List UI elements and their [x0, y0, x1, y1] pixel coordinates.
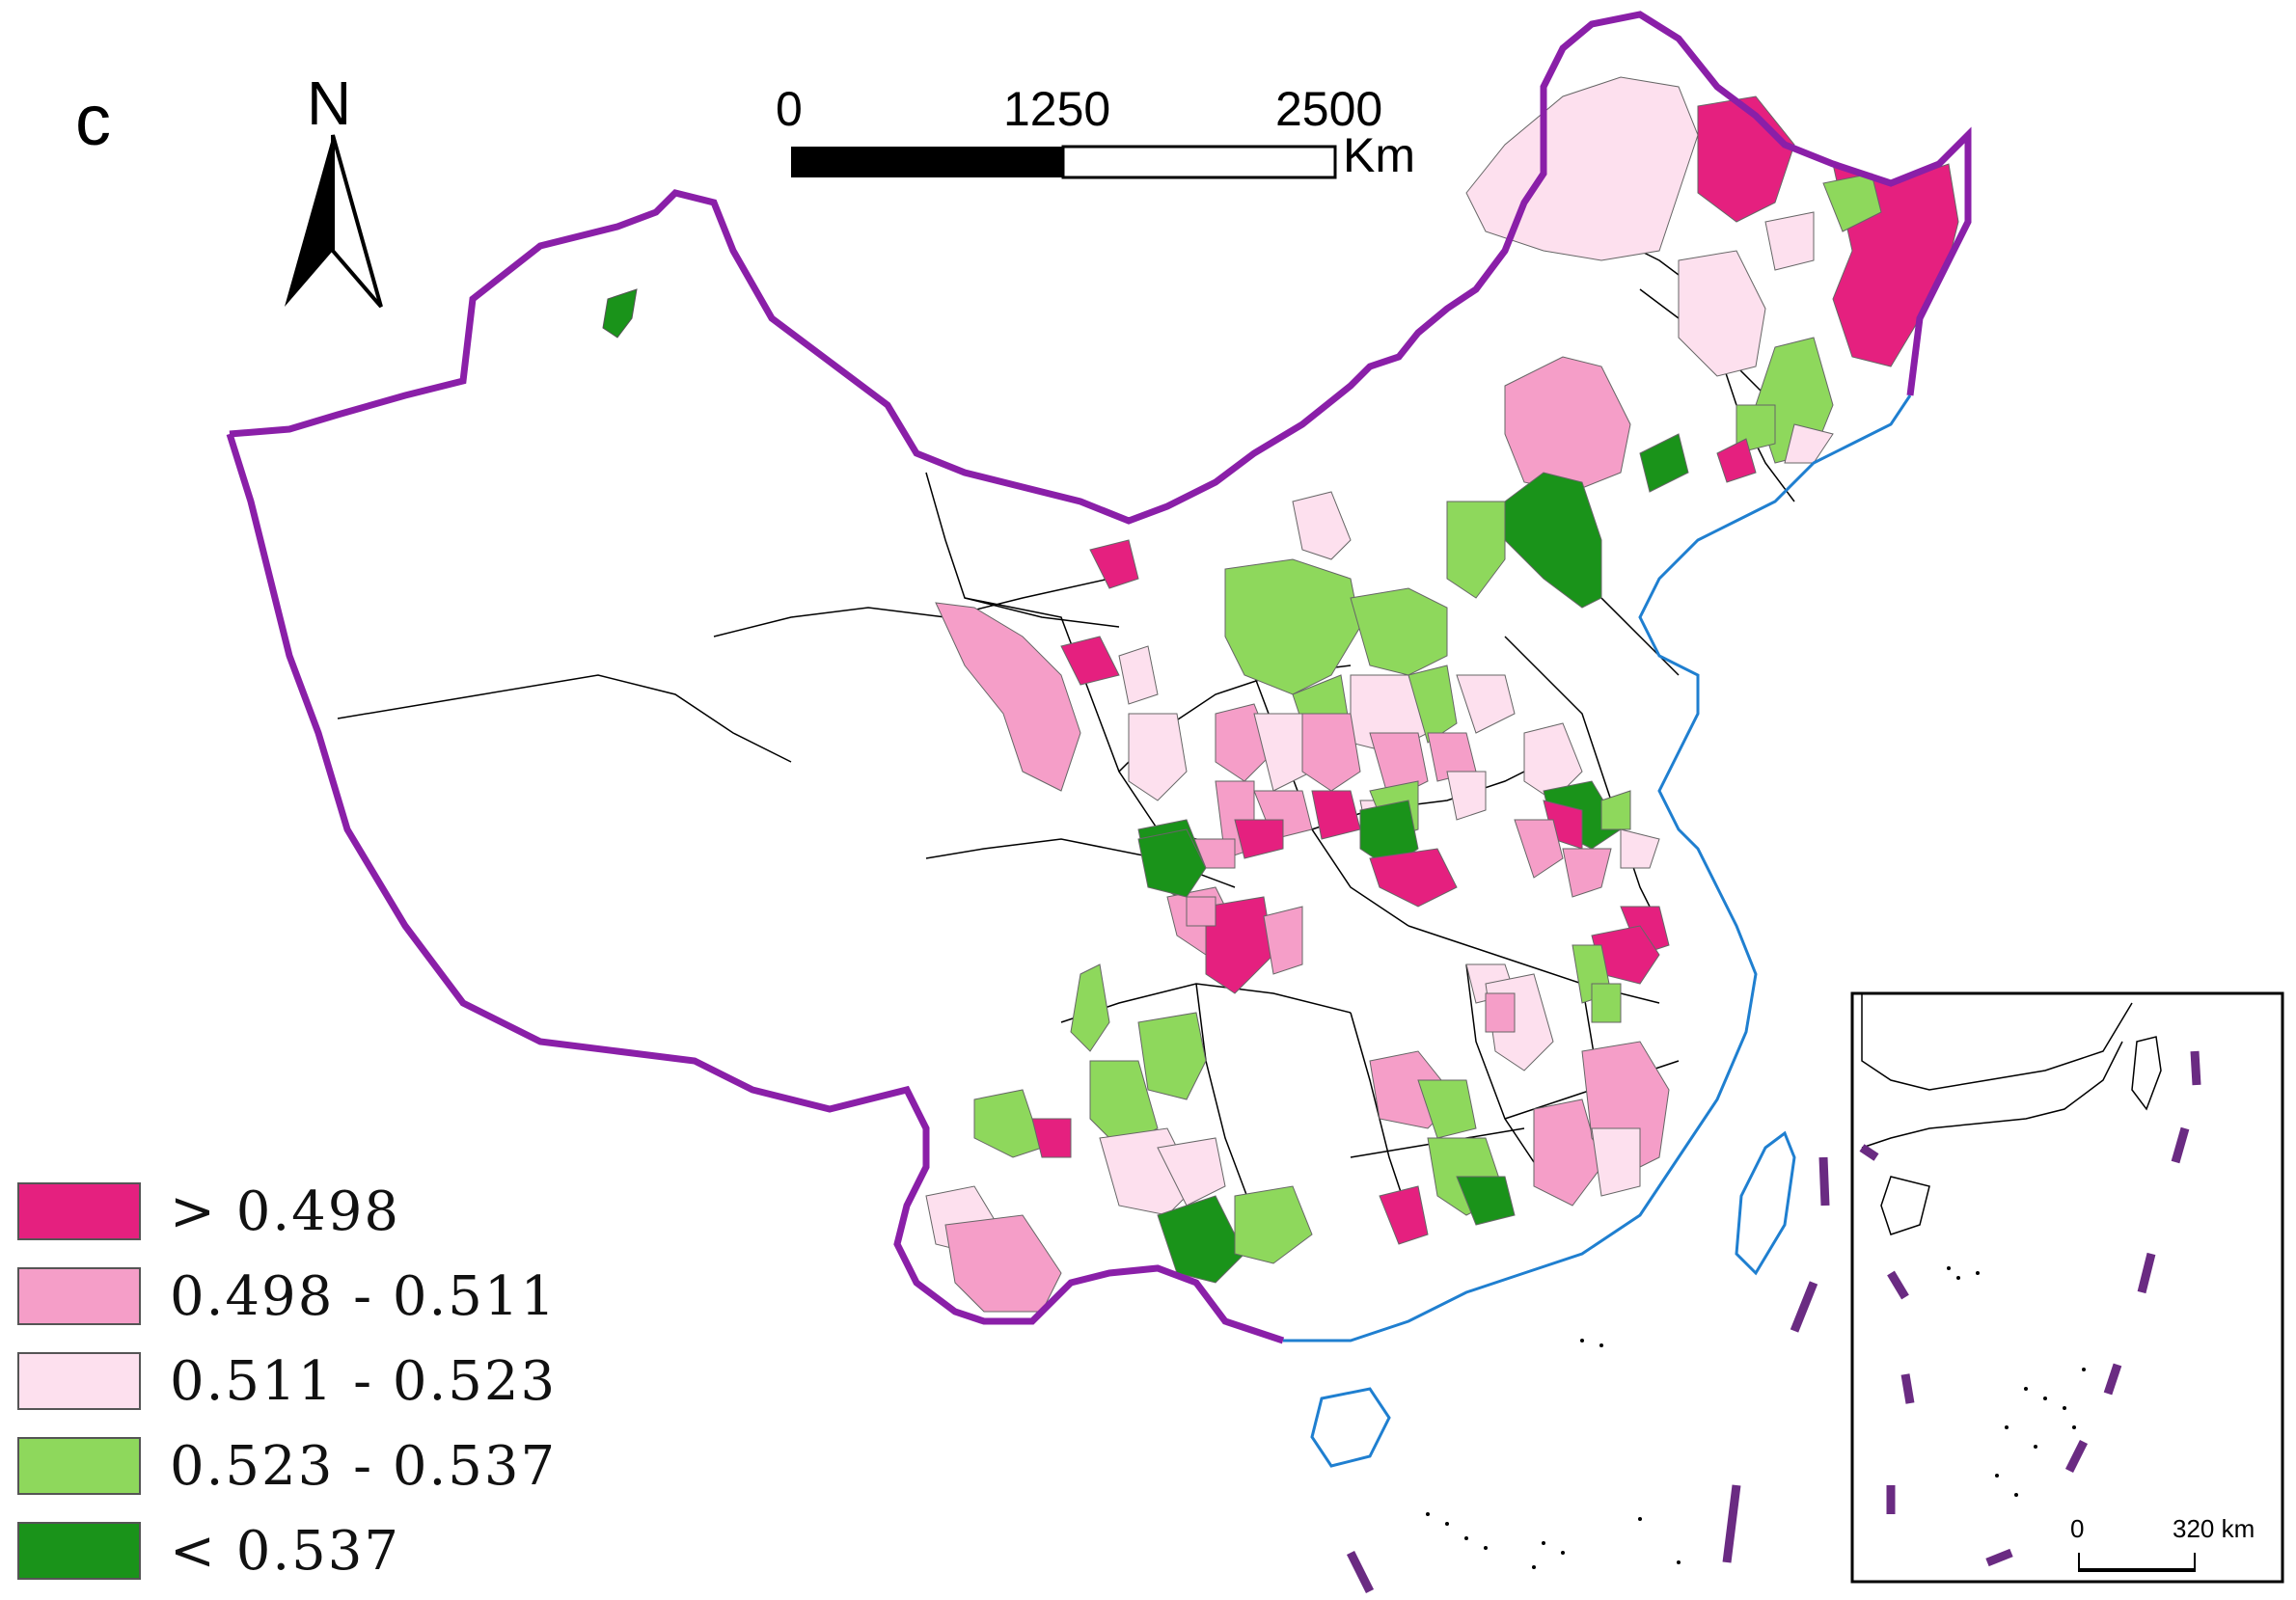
- inset-content: [1859, 993, 2201, 1572]
- coastline: [1283, 394, 1912, 1342]
- legend-swatch: [17, 1437, 141, 1495]
- island-dots: [1426, 1339, 1681, 1569]
- legend-item: 0.511 - 0.523: [17, 1339, 557, 1424]
- scale-tick-2: 2500: [1275, 82, 1383, 136]
- legend-label: > 0.498: [170, 1180, 401, 1243]
- scale-tick-1: 1250: [1003, 82, 1111, 136]
- legend-label: < 0.537: [170, 1519, 401, 1583]
- scale-bar: [791, 145, 1337, 179]
- north-arrow-icon: [285, 134, 383, 309]
- inset-scale-tick-0: 0: [2070, 1514, 2085, 1543]
- legend-label: 0.511 - 0.523: [170, 1349, 558, 1413]
- inset-scale-tick-1: 320 km: [2173, 1514, 2255, 1543]
- legend-swatch: [17, 1352, 141, 1410]
- legend-item: 0.523 - 0.537: [17, 1424, 557, 1508]
- scale-tick-0: 0: [776, 82, 803, 136]
- region-fills: [925, 76, 1959, 1313]
- legend-label: 0.498 - 0.511: [170, 1264, 558, 1328]
- hainan-island: [1310, 1387, 1391, 1468]
- inset-frame: [1850, 991, 2284, 1584]
- panel-label: c: [75, 80, 111, 160]
- legend-item: < 0.537: [17, 1508, 557, 1593]
- legend: > 0.498 0.498 - 0.511 0.511 - 0.523 0.52…: [17, 1169, 557, 1593]
- taiwan-island: [1735, 1130, 1796, 1276]
- legend-swatch: [17, 1522, 141, 1580]
- scale-unit: Km: [1343, 128, 1415, 182]
- region-patch-northwest: [602, 288, 638, 339]
- north-arrow-label: N: [307, 68, 352, 138]
- legend-item: > 0.498: [17, 1169, 557, 1254]
- legend-label: 0.523 - 0.537: [170, 1434, 558, 1498]
- legend-swatch: [17, 1182, 141, 1240]
- legend-swatch: [17, 1267, 141, 1325]
- nine-dash-line: [1346, 1156, 1830, 1594]
- national-border: [229, 11, 1972, 525]
- national-border-southwest: [226, 432, 1285, 1344]
- legend-item: 0.498 - 0.511: [17, 1254, 557, 1339]
